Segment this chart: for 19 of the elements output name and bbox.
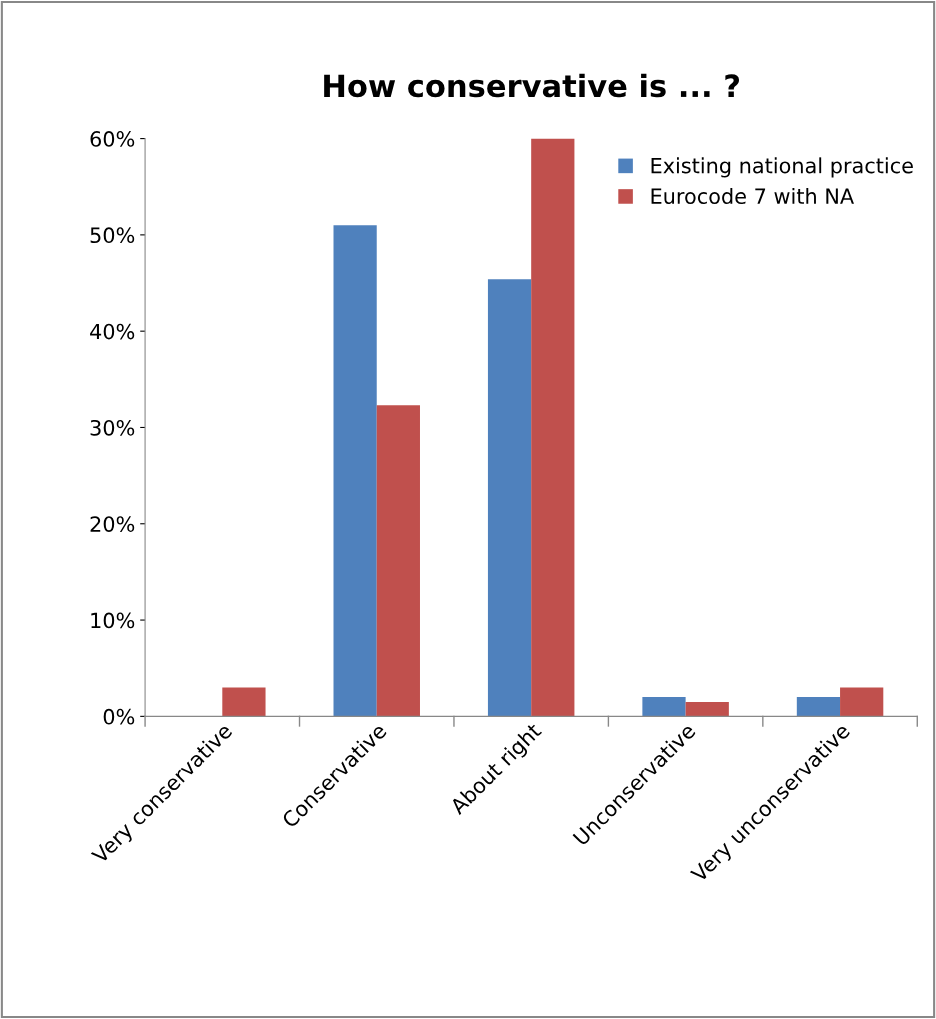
bar — [840, 687, 884, 717]
bar — [642, 697, 686, 717]
y-tick-label: 10% — [91, 612, 135, 629]
y-tick-label: 20% — [90, 516, 135, 532]
bar — [685, 701, 729, 717]
bar — [333, 225, 377, 717]
legend-label: Eurocode 7 with NA — [651, 187, 854, 205]
chart-title: How conservative is ... ? — [324, 73, 740, 98]
legend-label: Existing national practice — [651, 157, 913, 178]
bar — [487, 279, 532, 717]
bar — [376, 405, 420, 717]
bar — [222, 687, 266, 717]
bar — [531, 138, 575, 717]
y-tick-label: 40% — [90, 323, 135, 340]
y-tick-label: 50% — [90, 227, 135, 244]
y-tick-label: 30% — [90, 419, 135, 436]
bar — [796, 697, 841, 717]
y-tick-label: 0% — [103, 708, 135, 725]
y-tick-label: 60% — [90, 131, 135, 147]
